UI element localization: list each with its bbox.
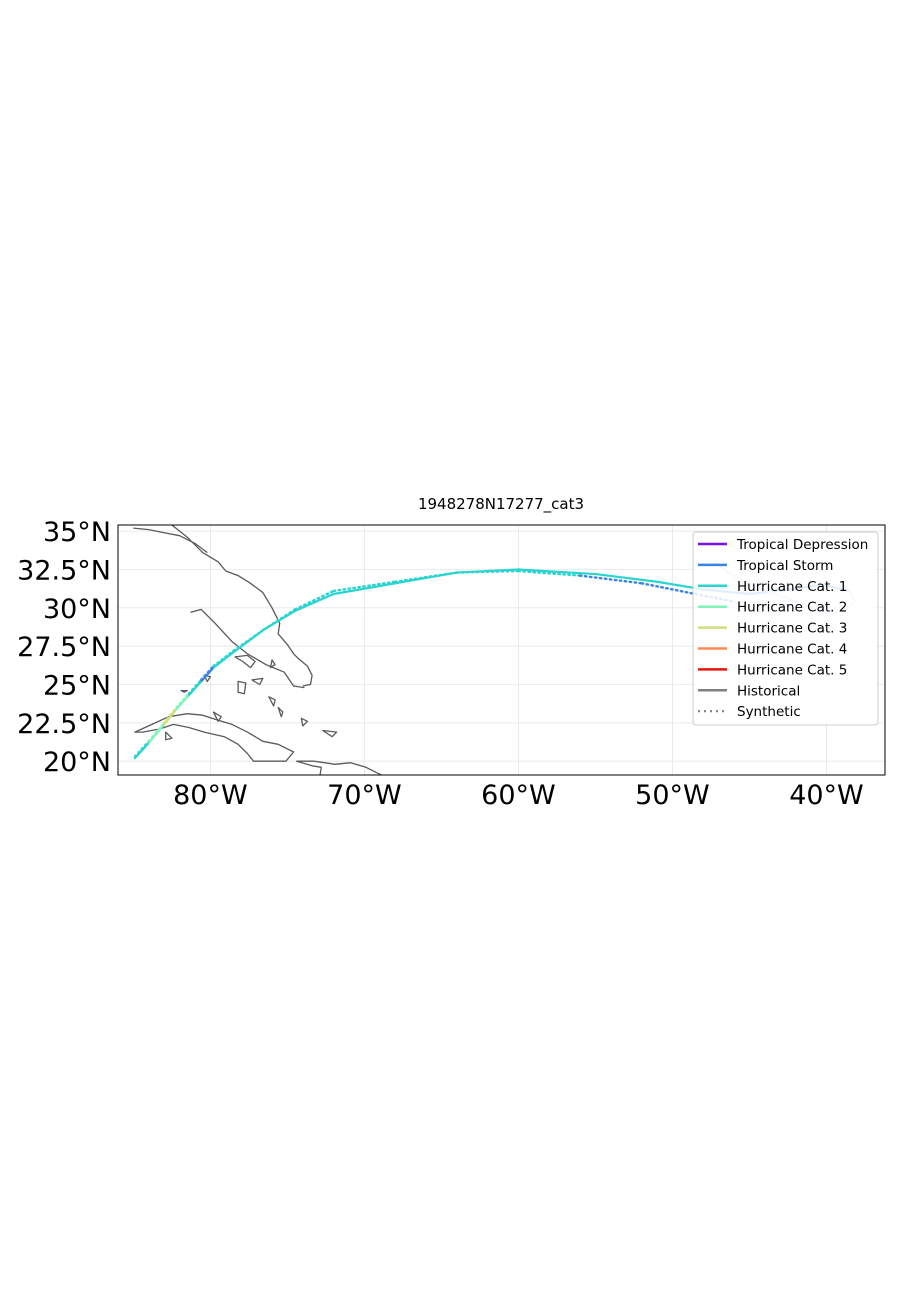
coastlines <box>133 525 383 775</box>
synthetic-track-segment <box>212 649 235 668</box>
coastline <box>133 527 208 554</box>
synthetic-track-segment <box>263 608 297 631</box>
island-outline <box>296 760 383 775</box>
x-tick-label: 50°W <box>635 780 710 811</box>
island-outline <box>277 706 284 718</box>
synthetic-track-segment <box>199 664 215 682</box>
legend-label: Synthetic <box>737 704 801 720</box>
island-outline <box>269 659 276 669</box>
legend-label: Tropical Depression <box>736 537 868 553</box>
map-frame <box>117 524 886 776</box>
legend-label: Hurricane Cat. 1 <box>737 579 847 595</box>
historical-track-segment <box>332 582 397 596</box>
y-tick-label: 32.5°N <box>17 555 111 586</box>
y-tick-label: 25°N <box>43 671 111 702</box>
island-outline <box>165 731 173 741</box>
y-tick-label: 27.5°N <box>17 632 111 663</box>
island-outline <box>300 717 309 727</box>
island-outline <box>234 654 256 669</box>
synthetic-track-segment <box>133 740 151 758</box>
y-tick-label: 30°N <box>43 594 111 625</box>
synthetic-track-segment <box>293 589 335 611</box>
synthetic-track-segment <box>394 571 459 583</box>
coastline <box>171 525 313 687</box>
historical-track-segment <box>212 651 235 669</box>
longitude-tick-labels: 80°W 70°W 60°W 50°W 40°W <box>173 780 864 811</box>
legend-label: Hurricane Cat. 3 <box>737 621 847 637</box>
synthetic-track-segment <box>187 678 203 695</box>
historical-track-segment <box>294 592 335 612</box>
legend-label: Tropical Storm <box>736 558 833 574</box>
synthetic-track-segment <box>455 569 520 574</box>
synthetic-track-segment <box>163 706 178 725</box>
legend-label: Hurricane Cat. 4 <box>737 642 847 658</box>
synthetic-track-segment <box>332 580 397 593</box>
y-tick-label: 20°N <box>43 747 111 778</box>
island-outline <box>212 711 222 722</box>
legend-label: Hurricane Cat. 5 <box>737 662 847 678</box>
synthetic-track-segment <box>232 628 266 652</box>
map-title: 1948278N17277_cat3 <box>418 495 584 514</box>
x-tick-label: 40°W <box>789 780 864 811</box>
x-tick-label: 70°W <box>327 780 402 811</box>
island-outline <box>268 696 276 707</box>
y-tick-label: 22.5°N <box>17 709 111 740</box>
synthetic-track-segment <box>175 692 191 709</box>
island-outline <box>251 677 264 686</box>
island-outline <box>134 713 295 762</box>
synthetic-track-segment <box>517 569 582 577</box>
x-tick-label: 60°W <box>481 780 556 811</box>
island-outline <box>237 680 247 695</box>
legend-box <box>692 531 879 726</box>
synthetic-track-segment <box>640 582 697 596</box>
legend-label: Hurricane Cat. 2 <box>737 600 847 616</box>
latitude-tick-labels: 20°N 22.5°N 25°N 27.5°N 30°N 32.5°N 35°N <box>17 517 111 778</box>
island-outline <box>322 729 338 738</box>
historical-track-segment <box>594 572 659 583</box>
historical-track-segment <box>517 568 597 576</box>
island-outline <box>180 689 188 693</box>
synthetic-track-segment <box>147 721 166 743</box>
y-tick-label: 35°N <box>43 517 111 548</box>
synthetic-track-segment <box>578 574 643 585</box>
coastline <box>190 608 305 689</box>
legend: Tropical Depression Tropical Storm Hurrica… <box>692 531 879 726</box>
legend-label: Historical <box>737 683 800 699</box>
x-tick-label: 80°W <box>173 780 248 811</box>
